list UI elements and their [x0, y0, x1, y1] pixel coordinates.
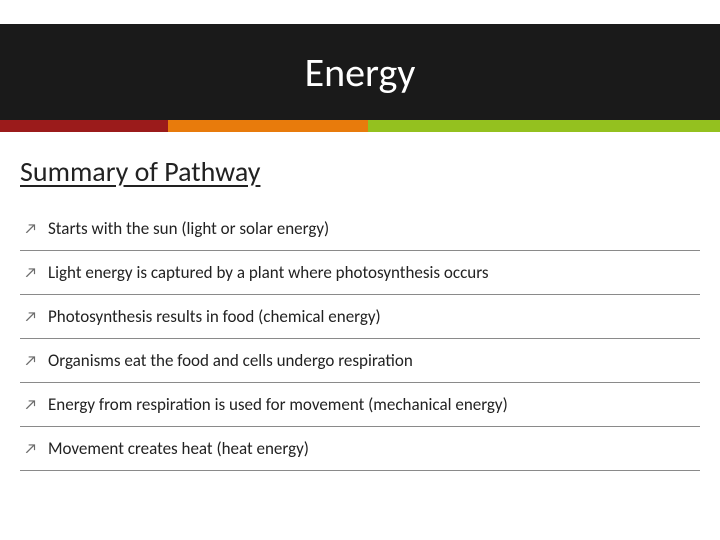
list-item: Starts with the sun (light or solar ener…	[20, 207, 700, 251]
list-item-text: Starts with the sun (light or solar ener…	[48, 218, 329, 239]
list-item: Movement creates heat (heat energy)	[20, 427, 700, 471]
arrow-ne-icon	[24, 266, 38, 280]
stripe-segment-3	[368, 120, 720, 132]
bullet-list: Starts with the sun (light or solar ener…	[20, 207, 700, 471]
header-bar: Energy	[0, 24, 720, 120]
arrow-ne-icon	[24, 310, 38, 324]
slide-title: Energy	[305, 48, 416, 97]
list-item-text: Photosynthesis results in food (chemical…	[48, 306, 381, 327]
list-item-text: Movement creates heat (heat energy)	[48, 438, 309, 459]
list-item: Light energy is captured by a plant wher…	[20, 251, 700, 295]
content-area: Summary of Pathway Starts with the sun (…	[20, 154, 700, 471]
list-item: Energy from respiration is used for move…	[20, 383, 700, 427]
list-item-text: Light energy is captured by a plant wher…	[48, 262, 488, 283]
stripe-segment-2	[168, 120, 368, 132]
list-item-text: Energy from respiration is used for move…	[48, 394, 508, 415]
stripe-segment-1	[0, 120, 168, 132]
arrow-ne-icon	[24, 354, 38, 368]
arrow-ne-icon	[24, 222, 38, 236]
accent-stripe	[0, 120, 720, 132]
slide: Energy Summary of Pathway Starts with th…	[0, 0, 720, 540]
list-item: Organisms eat the food and cells undergo…	[20, 339, 700, 383]
arrow-ne-icon	[24, 398, 38, 412]
list-item-text: Organisms eat the food and cells undergo…	[48, 350, 413, 371]
arrow-ne-icon	[24, 442, 38, 456]
section-heading: Summary of Pathway	[20, 154, 700, 189]
list-item: Photosynthesis results in food (chemical…	[20, 295, 700, 339]
